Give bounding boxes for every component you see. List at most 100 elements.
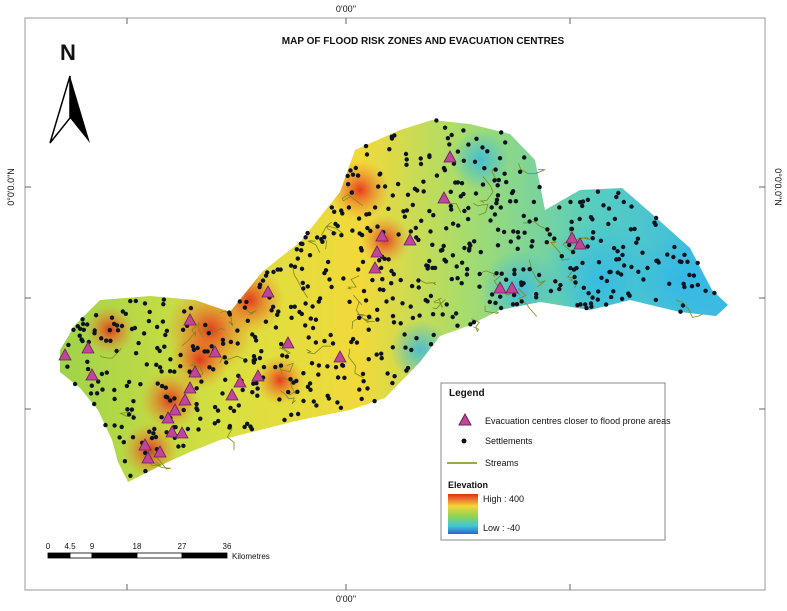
settlement: [410, 315, 416, 321]
settlement: [665, 252, 670, 257]
settlement: [504, 179, 509, 185]
settlement: [112, 396, 117, 402]
settlement: [288, 263, 294, 268]
settlement: [480, 145, 485, 150]
settlement: [360, 371, 366, 377]
stream: [306, 345, 332, 355]
settlement: [364, 152, 370, 157]
stream: [341, 194, 363, 206]
settlement: [190, 344, 196, 349]
settlement: [511, 292, 517, 298]
settlement: [495, 193, 501, 198]
settlement: [478, 249, 483, 255]
settlement: [359, 396, 364, 402]
settlement: [461, 158, 466, 163]
settlement: [409, 347, 414, 353]
low-ground: [390, 320, 450, 380]
settlement: [591, 230, 596, 235]
settlement: [178, 352, 183, 358]
settlement: [389, 268, 394, 274]
settlement: [365, 386, 370, 391]
settlement: [103, 422, 108, 428]
settlement: [257, 284, 262, 290]
settlement: [168, 398, 173, 403]
settlement: [117, 435, 122, 440]
settlement: [559, 254, 564, 259]
settlement: [291, 380, 296, 385]
settlement: [271, 269, 276, 275]
settlement: [328, 332, 333, 338]
settlement: [211, 367, 216, 372]
settlement: [278, 267, 283, 272]
settlement: [309, 361, 315, 366]
settlement: [332, 209, 337, 214]
settlement: [161, 297, 167, 302]
settlement: [427, 154, 432, 160]
settlement: [128, 298, 133, 304]
settlement: [403, 345, 408, 350]
settlement: [427, 208, 432, 214]
settlement: [509, 190, 515, 196]
settlement: [417, 313, 422, 318]
settlement: [477, 271, 482, 277]
settlement: [568, 199, 573, 205]
settlement: [125, 407, 130, 412]
settlement: [588, 301, 594, 306]
settlement: [72, 381, 78, 387]
settlement: [419, 218, 424, 223]
settlement: [273, 325, 279, 330]
settlement: [410, 202, 415, 208]
settlement: [449, 207, 454, 212]
settlement: [545, 227, 550, 232]
settlement: [80, 317, 85, 322]
map-frame: [24, 17, 766, 591]
stream: [675, 299, 704, 318]
settlement: [159, 369, 164, 374]
settlement: [449, 276, 454, 282]
settlement: [390, 345, 395, 350]
settlement: [359, 232, 365, 238]
elevation-low: Low : -40: [483, 523, 520, 533]
settlement: [279, 341, 284, 347]
settlement: [227, 310, 232, 315]
settlement: [444, 226, 449, 231]
settlement: [462, 245, 467, 251]
scale-tick-label: 27: [178, 542, 187, 551]
settlement: [465, 216, 471, 222]
settlement: [80, 338, 85, 344]
legend-title: Legend: [449, 388, 485, 399]
stream: [356, 313, 374, 321]
settlement: [130, 435, 136, 440]
settlement: [255, 393, 260, 398]
settlement: [286, 389, 291, 395]
settlement: [395, 181, 401, 187]
settlement: [552, 236, 557, 241]
settlement: [687, 272, 692, 278]
evacuation-centre: [138, 438, 152, 451]
settlement: [403, 151, 409, 157]
settlement: [124, 383, 130, 389]
settlement: [346, 205, 352, 210]
settlement: [680, 303, 686, 308]
evacuation-centre: [375, 229, 389, 242]
scale-unit: Kilometres: [232, 552, 270, 561]
settlement: [133, 298, 138, 304]
settlement: [182, 309, 187, 314]
settlement: [461, 128, 466, 133]
settlement: [454, 264, 459, 269]
settlement: [468, 322, 473, 327]
settlement: [380, 277, 385, 282]
settlement: [119, 323, 125, 329]
evacuation-centre: [165, 425, 179, 438]
settlement: [577, 216, 582, 222]
settlement: [678, 309, 683, 314]
settlement: [495, 183, 500, 188]
settlement: [430, 265, 435, 271]
settlement: [672, 244, 677, 250]
settlement: [682, 252, 687, 257]
settlement: [584, 305, 589, 311]
elevation-title: Elevation: [448, 480, 488, 490]
settlement: [305, 230, 310, 236]
settlement: [392, 374, 397, 379]
